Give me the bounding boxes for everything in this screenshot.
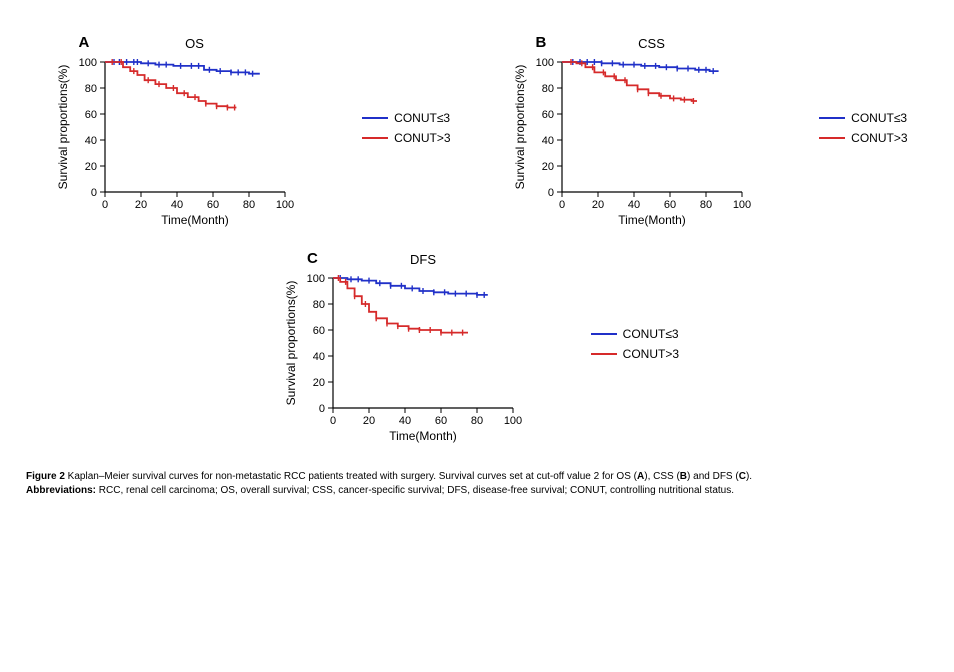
legend: CONUT≤3 CONUT>3 [362, 105, 450, 151]
svg-text:40: 40 [627, 199, 639, 211]
svg-text:Survival proportions(%): Survival proportions(%) [284, 281, 298, 406]
svg-text:20: 20 [363, 415, 375, 427]
svg-text:40: 40 [313, 351, 325, 363]
legend-item: CONUT≤3 [591, 327, 679, 341]
legend-swatch [362, 117, 388, 119]
top-row: A OS 0 20 40 60 80 100 0 20 40 60 80 100 Time(Month) Su… [20, 20, 934, 236]
chart-title: CSS [638, 36, 665, 51]
svg-text:0: 0 [558, 199, 564, 211]
panel-c: C DFS 0 20 40 60 80 100 0 20 40 60 80 100 Time(Month) S… [277, 244, 677, 444]
svg-text:20: 20 [591, 199, 603, 211]
svg-text:100: 100 [78, 57, 96, 69]
panel-label: B [536, 34, 547, 51]
svg-text:60: 60 [313, 325, 325, 337]
km-chart: 0 20 40 60 80 100 0 20 40 60 80 100 Time(Month) Survi… [506, 28, 806, 228]
panel-label: C [307, 250, 318, 267]
chart-title: DFS [410, 252, 436, 267]
svg-text:Time(Month): Time(Month) [618, 213, 686, 227]
legend-swatch [362, 137, 388, 139]
caption-text-1: Kaplan–Meier survival curves for non-met… [65, 471, 637, 482]
svg-text:100: 100 [504, 415, 522, 427]
svg-text:80: 80 [84, 83, 96, 95]
svg-text:40: 40 [541, 135, 553, 147]
km-chart: 0 20 40 60 80 100 0 20 40 60 80 100 Time(Month) Survi… [49, 28, 349, 228]
legend: CONUT≤3 CONUT>3 [591, 321, 679, 367]
svg-text:0: 0 [547, 187, 553, 199]
svg-text:40: 40 [170, 199, 182, 211]
svg-text:0: 0 [319, 403, 325, 415]
legend-item: CONUT>3 [819, 131, 907, 145]
legend-label: CONUT>3 [394, 131, 450, 145]
svg-text:20: 20 [134, 199, 146, 211]
panel-label: A [79, 34, 90, 51]
svg-text:60: 60 [435, 415, 447, 427]
abbrev-text: RCC, renal cell carcinoma; OS, overall s… [96, 485, 734, 496]
svg-text:60: 60 [541, 109, 553, 121]
svg-text:80: 80 [471, 415, 483, 427]
svg-text:80: 80 [541, 83, 553, 95]
panel-a: A OS 0 20 40 60 80 100 0 20 40 60 80 100 Time(Month) Su… [49, 28, 449, 228]
caption-panel-c: C [739, 471, 746, 482]
legend-swatch [591, 353, 617, 355]
legend-item: CONUT>3 [362, 131, 450, 145]
svg-text:0: 0 [90, 187, 96, 199]
legend-item: CONUT≤3 [819, 111, 907, 125]
legend-item: CONUT>3 [591, 347, 679, 361]
bottom-row: C DFS 0 20 40 60 80 100 0 20 40 60 80 100 Time(Month) S… [20, 236, 934, 452]
svg-text:100: 100 [732, 199, 750, 211]
legend-label: CONUT>3 [623, 347, 679, 361]
svg-text:Survival proportions(%): Survival proportions(%) [56, 65, 70, 190]
svg-text:100: 100 [535, 57, 553, 69]
km-curve [333, 278, 488, 295]
abbrev-label: Abbreviations: [26, 485, 96, 496]
legend-swatch [591, 333, 617, 335]
svg-text:60: 60 [84, 109, 96, 121]
svg-text:0: 0 [101, 199, 107, 211]
caption-text-2: ), CSS ( [644, 471, 680, 482]
caption-text-4: ). [746, 471, 752, 482]
km-curve [105, 62, 236, 108]
svg-text:100: 100 [307, 273, 325, 285]
legend-swatch [819, 137, 845, 139]
figure-caption: Figure 2 Kaplan–Meier survival curves fo… [20, 470, 934, 497]
panel-b: B CSS 0 20 40 60 80 100 0 20 40 60 80 100 Time(Month) S… [506, 28, 906, 228]
svg-text:20: 20 [541, 161, 553, 173]
legend: CONUT≤3 CONUT>3 [819, 105, 907, 151]
caption-text-3: ) and DFS ( [687, 471, 739, 482]
svg-text:20: 20 [313, 377, 325, 389]
legend-label: CONUT≤3 [394, 111, 450, 125]
figure-container: A OS 0 20 40 60 80 100 0 20 40 60 80 100 Time(Month) Su… [20, 20, 934, 497]
legend-swatch [819, 117, 845, 119]
legend-item: CONUT≤3 [362, 111, 450, 125]
svg-text:100: 100 [275, 199, 293, 211]
svg-text:80: 80 [313, 299, 325, 311]
svg-text:Time(Month): Time(Month) [161, 213, 229, 227]
caption-panel-b: B [680, 471, 687, 482]
svg-text:60: 60 [663, 199, 675, 211]
svg-text:0: 0 [330, 415, 336, 427]
legend-label: CONUT>3 [851, 131, 907, 145]
svg-text:80: 80 [242, 199, 254, 211]
km-chart: 0 20 40 60 80 100 0 20 40 60 80 100 Time(Month) Survi… [277, 244, 577, 444]
svg-text:Survival proportions(%): Survival proportions(%) [513, 65, 527, 190]
svg-text:80: 80 [699, 199, 711, 211]
svg-text:20: 20 [84, 161, 96, 173]
svg-text:40: 40 [399, 415, 411, 427]
svg-text:60: 60 [206, 199, 218, 211]
legend-label: CONUT≤3 [623, 327, 679, 341]
chart-title: OS [185, 36, 204, 51]
svg-text:Time(Month): Time(Month) [389, 429, 457, 443]
caption-figure-label: Figure 2 [26, 471, 65, 482]
legend-label: CONUT≤3 [851, 111, 907, 125]
svg-text:40: 40 [84, 135, 96, 147]
